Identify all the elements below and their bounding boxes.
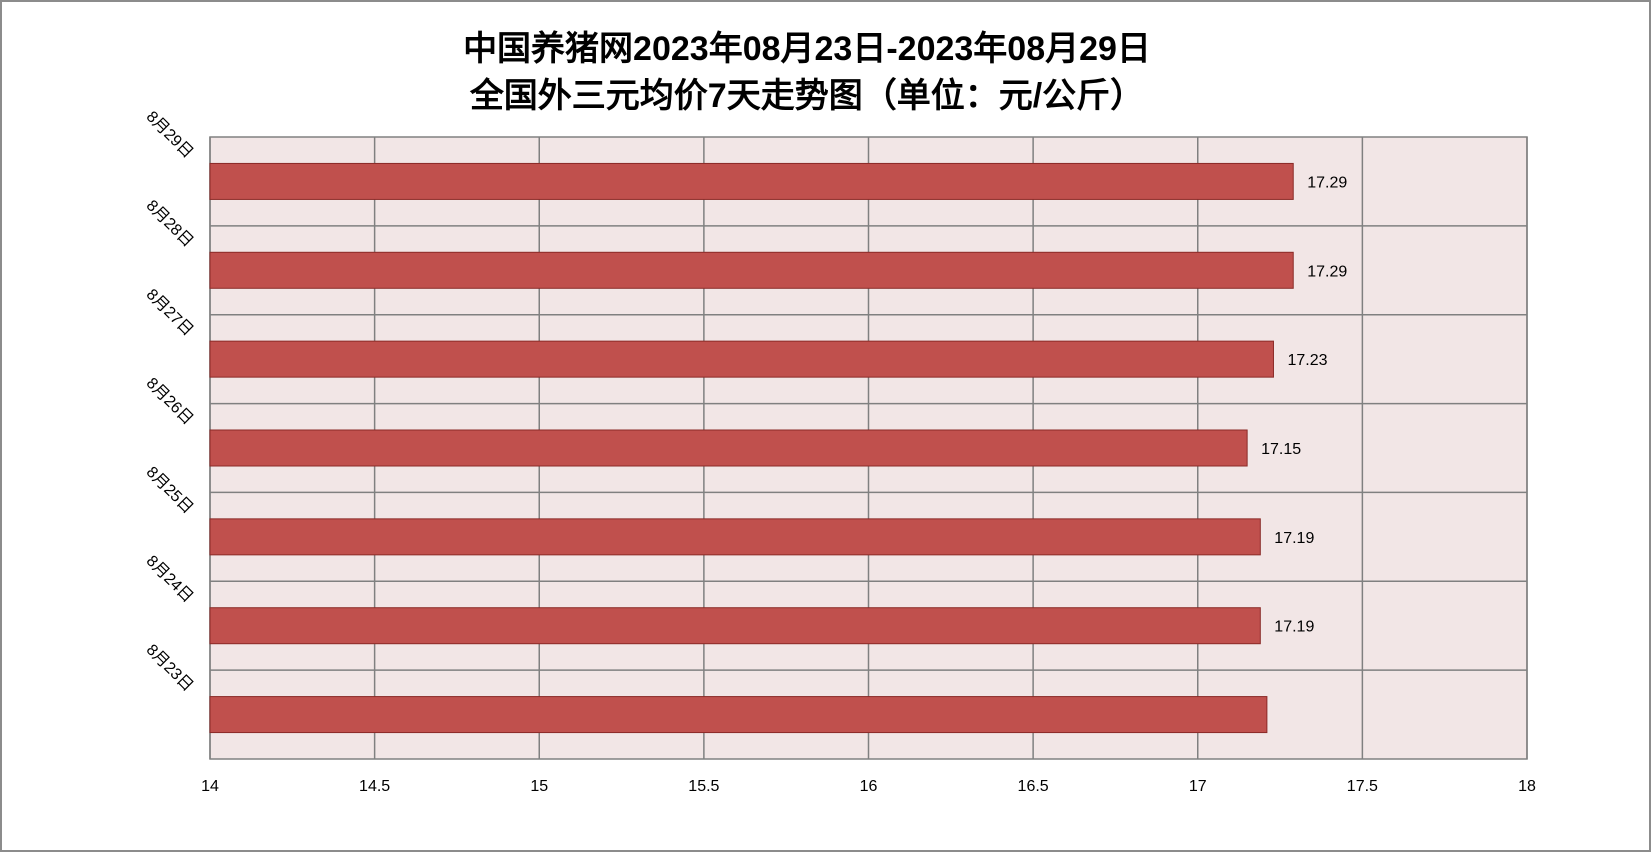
gridlines xyxy=(209,137,1528,759)
y-tick-label-1: 8月28日 xyxy=(143,197,197,251)
y-tick-label-0: 8月29日 xyxy=(143,108,197,162)
data-label-4: 17.19 xyxy=(1274,530,1314,547)
bar-0 xyxy=(209,162,1294,200)
bar-3 xyxy=(209,429,1248,467)
bar-5 xyxy=(209,607,1261,645)
data-label-3: 17.15 xyxy=(1261,441,1301,458)
bar-4 xyxy=(209,518,1261,556)
chart-title-line-2: 全国外三元均价7天走势图（单位：元/公斤） xyxy=(469,76,1144,115)
bars xyxy=(209,162,1294,734)
x-tick-label-0: 14 xyxy=(201,778,219,795)
y-tick-label-5: 8月24日 xyxy=(143,553,197,607)
y-tick-label-3: 8月26日 xyxy=(143,375,197,429)
x-tick-label-1: 14.5 xyxy=(359,778,390,795)
x-tick-label-2: 15 xyxy=(530,778,548,795)
chart-title-line-1: 中国养猪网2023年08月23日-2023年08月29日 xyxy=(463,29,1151,68)
y-tick-label-4: 8月25日 xyxy=(143,464,197,518)
x-axis-ticks: 14 14.5 15 15.5 16 16.5 17 17.5 18 xyxy=(201,778,1536,795)
bar-2 xyxy=(209,340,1274,378)
data-label-2: 17.23 xyxy=(1287,352,1327,369)
y-tick-label-2: 8月27日 xyxy=(143,286,197,340)
y-tick-label-6: 8月23日 xyxy=(143,641,197,695)
x-tick-label-7: 17.5 xyxy=(1347,778,1378,795)
bar-1 xyxy=(209,251,1294,289)
data-label-1: 17.29 xyxy=(1307,263,1347,280)
data-label-0: 17.29 xyxy=(1307,174,1347,191)
data-labels: 17.29 17.29 17.23 17.15 17.19 17.19 xyxy=(1261,174,1347,635)
x-tick-label-8: 18 xyxy=(1518,778,1536,795)
data-label-5: 17.19 xyxy=(1274,619,1314,636)
x-tick-label-4: 16 xyxy=(860,778,878,795)
x-tick-label-3: 15.5 xyxy=(688,778,719,795)
bar-6 xyxy=(209,696,1268,734)
x-tick-label-6: 17 xyxy=(1189,778,1207,795)
y-axis-ticks: 8月29日 8月28日 8月27日 8月26日 8月25日 8月24日 8月23日 xyxy=(143,108,197,695)
x-tick-label-5: 16.5 xyxy=(1018,778,1049,795)
